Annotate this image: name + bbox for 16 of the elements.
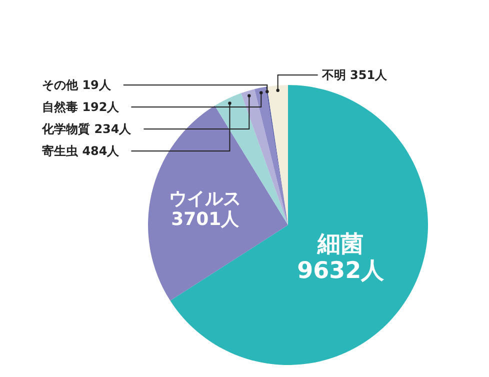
data-label: 3701人 bbox=[171, 208, 240, 230]
data-label: 484人 bbox=[82, 144, 120, 158]
pie-slice bbox=[170, 85, 428, 365]
slice-label: その他 bbox=[42, 78, 78, 92]
data-label: 234人 bbox=[94, 122, 132, 136]
data-label: 9632人 bbox=[297, 258, 386, 284]
data-label: 192人 bbox=[82, 100, 120, 114]
slice-label: 不明 bbox=[322, 68, 346, 82]
slice-label: 化学物質 bbox=[42, 122, 90, 136]
data-label: 351人 bbox=[350, 68, 388, 82]
pie-slice bbox=[241, 89, 288, 225]
slice-label: ウイルス bbox=[169, 188, 242, 210]
data-label: 19人 bbox=[82, 78, 111, 92]
slice-label: 細菌 bbox=[316, 231, 364, 258]
slice-label: 自然毒 bbox=[42, 100, 78, 114]
slice-label: 寄生虫 bbox=[42, 144, 78, 158]
